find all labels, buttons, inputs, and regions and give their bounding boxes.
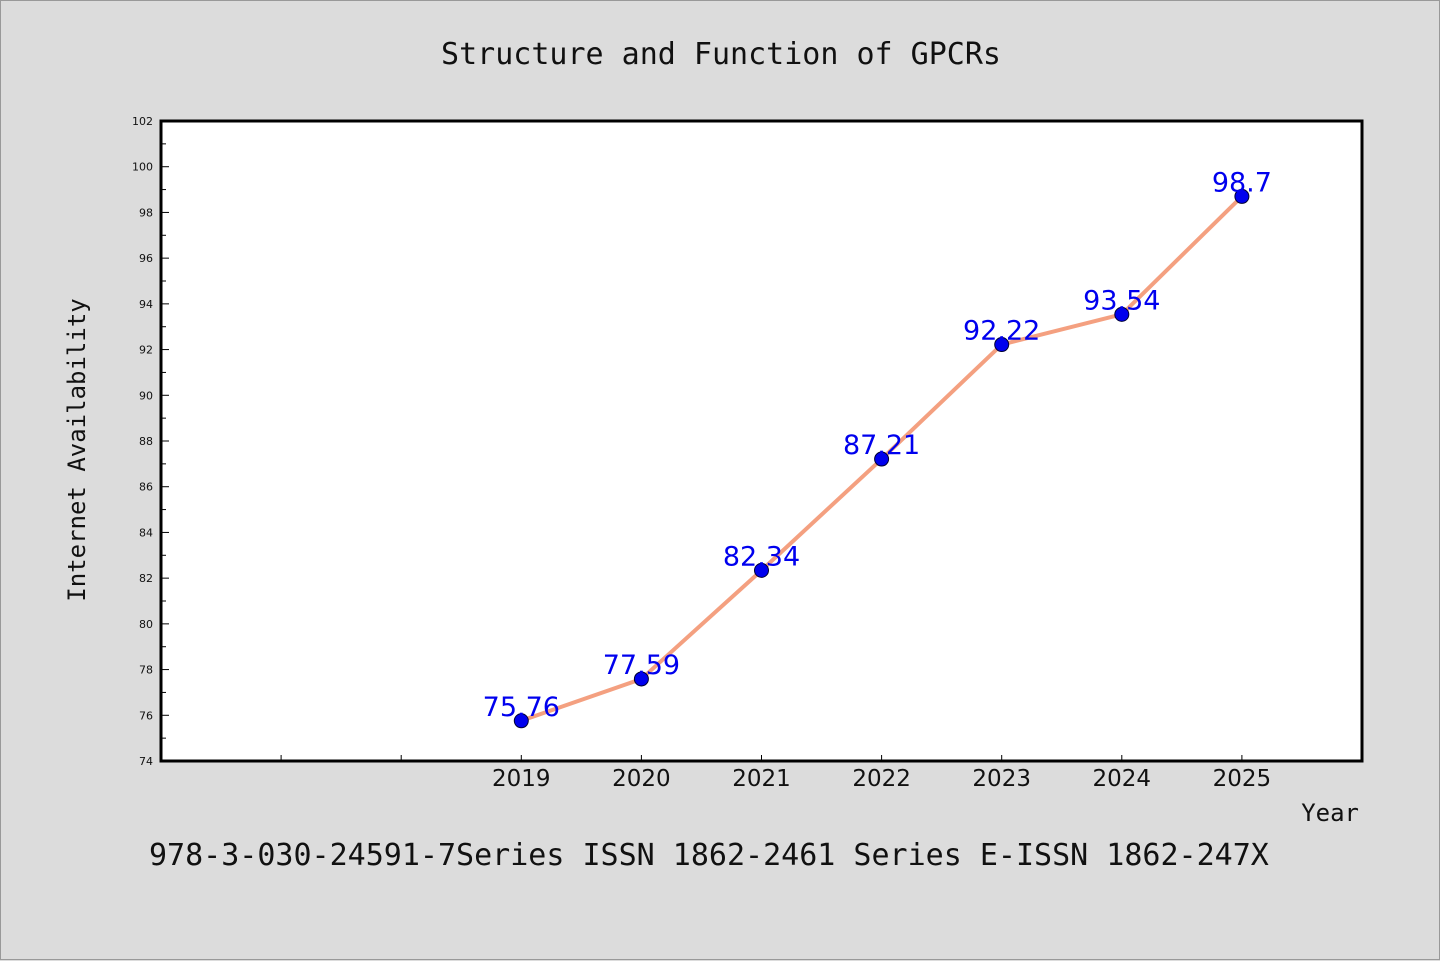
data-point — [874, 451, 890, 467]
y-tick-label: 96 — [139, 252, 153, 265]
x-tick-label: 2022 — [852, 766, 911, 792]
y-tick-label: 94 — [139, 298, 153, 311]
y-tick-label: 78 — [139, 664, 153, 677]
x-tick-label: 2024 — [1093, 766, 1152, 792]
data-label: 77.59 — [603, 650, 680, 681]
y-tick-label: 102 — [132, 115, 153, 128]
x-tick-label: 2023 — [972, 766, 1031, 792]
chart-title: Structure and Function of GPCRs — [441, 37, 1001, 72]
x-tick-label: 2019 — [492, 766, 551, 792]
y-tick-label: 80 — [139, 618, 153, 631]
y-tick-label: 76 — [139, 709, 153, 722]
data-point — [994, 337, 1010, 353]
plot-frame — [159, 119, 1364, 763]
x-tick-label: 2025 — [1213, 766, 1272, 792]
y-tick-label: 74 — [139, 755, 153, 768]
y-tick-label: 90 — [139, 389, 153, 402]
y-tick-label: 100 — [132, 161, 153, 174]
data-label: 93.54 — [1083, 285, 1160, 316]
data-label: 92.22 — [963, 316, 1040, 347]
plot-area — [161, 121, 1362, 761]
y-tick-label: 92 — [139, 344, 153, 357]
data-labels: 75.76 77.59 82.34 87.21 92.22 93.54 98.7 — [483, 167, 1272, 722]
y-tick-label: 86 — [139, 481, 153, 494]
y-tick-label: 88 — [139, 435, 153, 448]
data-point — [754, 562, 769, 578]
x-axis: 2019 2020 2021 2022 2023 2024 2025 — [280, 755, 1272, 792]
y-axis: 74 76 78 80 82 84 86 88 90 92 94 96 98 100 102 — [132, 115, 169, 768]
data-point — [633, 671, 649, 687]
y-tick-label: 82 — [139, 572, 153, 585]
data-label: 75.76 — [483, 692, 560, 723]
data-markers — [513, 188, 1250, 729]
y-axis-label: Internet Availability — [63, 298, 91, 601]
data-point — [513, 713, 529, 729]
x-axis-label: Year — [1301, 799, 1359, 827]
x-tick-label: 2020 — [612, 766, 671, 792]
data-point — [1234, 188, 1250, 204]
y-tick-label: 84 — [139, 526, 153, 539]
footer-text: 978-3-030-24591-7Series ISSN 1862-2461 S… — [149, 838, 1269, 873]
x-tick-label: 2021 — [732, 766, 791, 792]
data-label: 98.7 — [1212, 167, 1272, 198]
data-point — [1114, 306, 1130, 322]
y-tick-label: 98 — [139, 206, 153, 219]
data-label: 87.21 — [843, 430, 920, 461]
data-label: 82.34 — [723, 541, 800, 572]
